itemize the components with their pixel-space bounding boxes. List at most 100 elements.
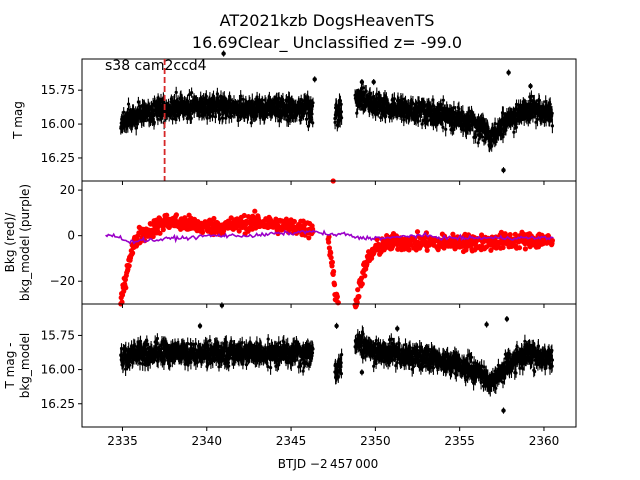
flux-point bbox=[529, 94, 534, 98]
flux-point bbox=[476, 141, 480, 145]
flux-point bbox=[310, 112, 314, 116]
flux-point bbox=[411, 101, 415, 105]
ccd-annotation: s38 cam2ccd4 bbox=[105, 58, 207, 74]
flux-point bbox=[550, 124, 555, 128]
bkg-model-line bbox=[105, 229, 554, 245]
flux-point bbox=[548, 119, 552, 123]
bkg-point bbox=[424, 247, 430, 253]
flux-point bbox=[146, 363, 150, 367]
flux-point bbox=[379, 116, 383, 120]
bkg-point bbox=[122, 277, 128, 283]
flux-point bbox=[512, 130, 516, 134]
bkg-point bbox=[328, 250, 334, 256]
flux-point bbox=[478, 133, 482, 137]
bkg-point bbox=[306, 235, 312, 241]
flux-point bbox=[187, 93, 191, 97]
flux-point bbox=[403, 100, 408, 104]
series-middle-1 bbox=[105, 229, 554, 245]
flux-point bbox=[340, 116, 344, 120]
bkg-point bbox=[488, 247, 494, 253]
flux-point bbox=[141, 362, 145, 366]
bkg-point bbox=[130, 250, 136, 256]
flux-point bbox=[474, 135, 478, 139]
flux-point bbox=[493, 122, 497, 126]
flux-point bbox=[122, 110, 126, 114]
bkg-point bbox=[328, 255, 334, 261]
flux-point bbox=[190, 91, 194, 95]
bkg-point bbox=[291, 218, 297, 225]
bkg-point bbox=[549, 237, 556, 244]
chart-title-line1: AT2021kzb DogsHeavenTS bbox=[220, 11, 435, 30]
flux-point bbox=[361, 86, 365, 90]
outlier-point bbox=[359, 79, 365, 85]
flux-point bbox=[194, 342, 198, 346]
flux-point bbox=[124, 367, 128, 371]
bkg-point bbox=[326, 245, 332, 251]
flux-point bbox=[441, 98, 445, 102]
outlier-point bbox=[221, 51, 226, 56]
bkg-point bbox=[435, 247, 441, 253]
bkg-point bbox=[173, 212, 179, 218]
bkg-point bbox=[331, 268, 337, 275]
flux-point bbox=[159, 97, 163, 101]
flux-point bbox=[221, 116, 225, 120]
flux-point bbox=[487, 129, 491, 133]
flux-point bbox=[230, 114, 234, 118]
series-middle-0 bbox=[118, 178, 556, 310]
bkg-point bbox=[236, 228, 242, 234]
panel-middle: −20 0 20 Bkg (red)/bkg_model (purple) bbox=[3, 178, 577, 310]
y-tick-label-top: 16.00 bbox=[41, 117, 75, 131]
flux-point bbox=[444, 127, 448, 131]
flux-point bbox=[145, 342, 149, 347]
flux-point bbox=[156, 117, 160, 121]
bkg-point bbox=[157, 230, 163, 236]
flux-point bbox=[152, 120, 156, 124]
flux-point bbox=[452, 106, 456, 110]
bkg-point bbox=[241, 212, 247, 219]
bkg-point bbox=[199, 229, 206, 235]
flux-point bbox=[392, 97, 396, 101]
bkg-point bbox=[522, 246, 529, 252]
bkg-point bbox=[182, 215, 188, 221]
flux-point bbox=[311, 121, 315, 125]
flux-point bbox=[374, 112, 378, 116]
flux-point bbox=[362, 93, 366, 97]
bkg-point bbox=[252, 208, 258, 214]
bkg-point bbox=[374, 236, 380, 243]
outlier-point bbox=[312, 77, 317, 82]
bkg-point bbox=[329, 259, 335, 265]
bkg-point bbox=[414, 229, 421, 235]
flux-point bbox=[138, 361, 142, 365]
series-top-0 bbox=[119, 50, 555, 174]
flux-point bbox=[255, 95, 259, 99]
bkg-point bbox=[500, 244, 506, 251]
flux-point bbox=[186, 342, 190, 346]
flux-point bbox=[189, 360, 193, 364]
y-tick-label-middle: −20 bbox=[50, 274, 75, 288]
y-tick-label-middle: 20 bbox=[60, 183, 75, 197]
bkg-point bbox=[355, 287, 361, 293]
flux-point bbox=[426, 119, 430, 123]
bkg-point bbox=[331, 282, 338, 288]
flux-point bbox=[215, 92, 219, 96]
flux-point bbox=[480, 135, 484, 139]
bkg-point bbox=[150, 233, 156, 240]
flux-point bbox=[195, 360, 199, 364]
flux-point bbox=[534, 120, 538, 124]
flux-point bbox=[431, 98, 435, 102]
bkg-point bbox=[463, 247, 469, 253]
flux-point bbox=[241, 97, 245, 101]
flux-point bbox=[401, 97, 405, 101]
y-tick-label-top: 15.75 bbox=[41, 83, 75, 97]
bkg-point bbox=[362, 273, 368, 279]
bkg-point bbox=[123, 285, 129, 291]
y-axis-label-top: T mag bbox=[11, 101, 25, 140]
y-axis-label-line-middle: Bkg (red)/ bbox=[3, 212, 17, 273]
flux-point bbox=[304, 117, 309, 121]
flux-point bbox=[277, 119, 281, 123]
flux-point bbox=[416, 119, 420, 123]
outlier-point bbox=[371, 79, 376, 85]
bkg-point bbox=[160, 227, 166, 233]
